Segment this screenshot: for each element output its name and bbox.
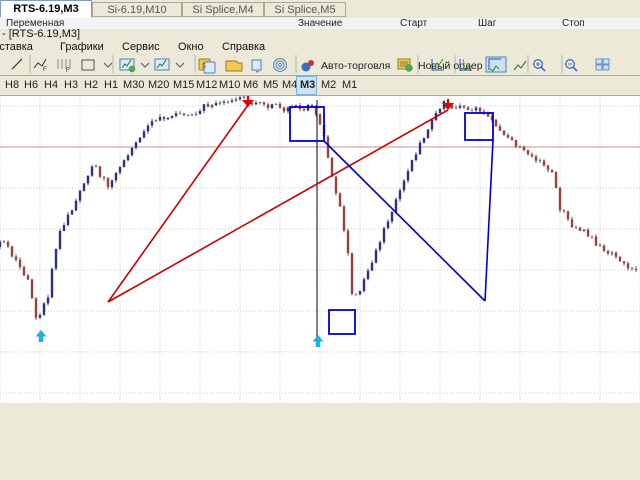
svg-text:Новый ордер: Новый ордер — [418, 60, 483, 72]
svg-text:F: F — [66, 68, 70, 74]
svg-text:Авто-торговля: Авто-торговля — [321, 60, 390, 72]
svg-text:$: $ — [202, 63, 206, 70]
svg-text:F: F — [43, 67, 47, 73]
